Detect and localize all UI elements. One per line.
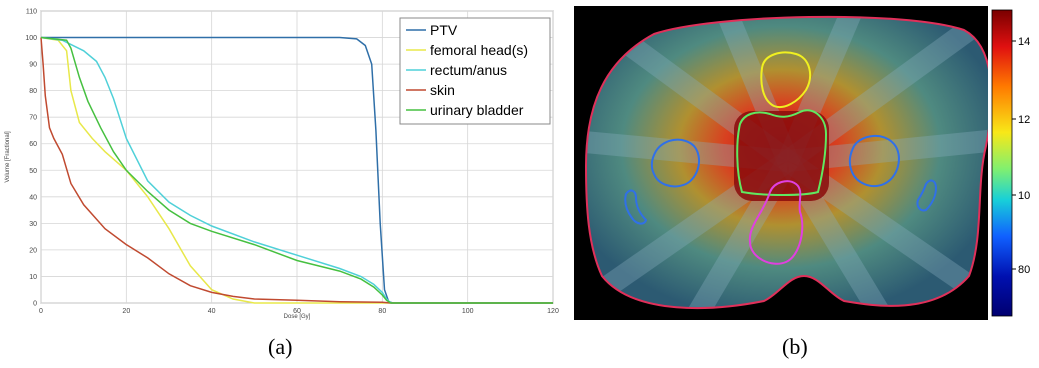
- body-contour: [584, 15, 993, 309]
- y-tick-label: 30: [29, 221, 37, 228]
- y-tick-label: 0: [33, 301, 37, 308]
- legend-label: urinary bladder: [430, 102, 524, 118]
- colorbar-tick-label: 12: [1018, 114, 1030, 126]
- series-line-urinary-bladder: [40, 36, 553, 304]
- y-tick-label: 60: [29, 141, 37, 148]
- right-small-contour: [916, 179, 938, 212]
- y-tick-label: 110: [26, 9, 37, 16]
- legend-label: PTV: [430, 22, 458, 38]
- y-tick-label: 50: [29, 168, 37, 175]
- colorbar-gradient: [991, 9, 1013, 317]
- y-tick-label: 10: [29, 274, 37, 281]
- series-line-rectum-anus: [40, 36, 553, 304]
- colorbar: 14 12 10 80: [988, 6, 1039, 320]
- x-tick-label: 20: [122, 308, 130, 315]
- rectum-contour: [748, 180, 804, 265]
- x-tick-label: 120: [547, 308, 559, 315]
- y-tick-label: 90: [29, 62, 37, 69]
- left-femoral-head-contour: [650, 138, 701, 188]
- legend-label: rectum/anus: [430, 62, 507, 78]
- y-tick-label: 20: [29, 247, 37, 254]
- legend: PTV femoral head(s) rectum/anus skin urinary…: [399, 17, 551, 125]
- x-tick-label: 0: [39, 308, 43, 315]
- y-tick-label: 80: [29, 88, 37, 95]
- colorbar-tick-label: 80: [1018, 264, 1030, 276]
- left-small-contour: [624, 189, 648, 225]
- y-tick-label: 40: [29, 194, 37, 201]
- high-dose-region: [734, 111, 829, 201]
- legend-box: [399, 17, 551, 125]
- y-tick-label: 70: [29, 115, 37, 122]
- dvh-chart: 0 20 40 60 80 100 120 0 10 20 30 40 50 60 70 80 90 100 110…: [5, 9, 559, 321]
- series-line-skin: [40, 37, 553, 304]
- y-tick-label: 100: [25, 35, 37, 42]
- y-axis-label: Volume [Fractional]: [5, 131, 11, 183]
- right-femoral-head-contour: [848, 135, 900, 188]
- dose-distribution-panel: 14 12 10 80: [574, 6, 1039, 320]
- ptv-contour: [736, 109, 828, 196]
- caption-b: (b): [782, 334, 808, 359]
- legend-label: femoral head(s): [430, 42, 528, 58]
- legend-label: skin: [430, 82, 455, 98]
- x-axis-label: Dose [Gy]: [284, 314, 311, 320]
- colorbar-tick-label: 10: [1018, 190, 1030, 202]
- bladder-contour: [760, 51, 812, 108]
- x-tick-label: 40: [208, 308, 216, 315]
- dose-distribution-image: 14 12 10 80: [574, 6, 1039, 320]
- x-tick-label: 80: [378, 308, 386, 315]
- x-tick-label: 60: [293, 308, 301, 315]
- caption-a: (a): [268, 334, 293, 359]
- x-tick-label: 100: [462, 308, 474, 315]
- colorbar-tick-label: 14: [1018, 36, 1030, 48]
